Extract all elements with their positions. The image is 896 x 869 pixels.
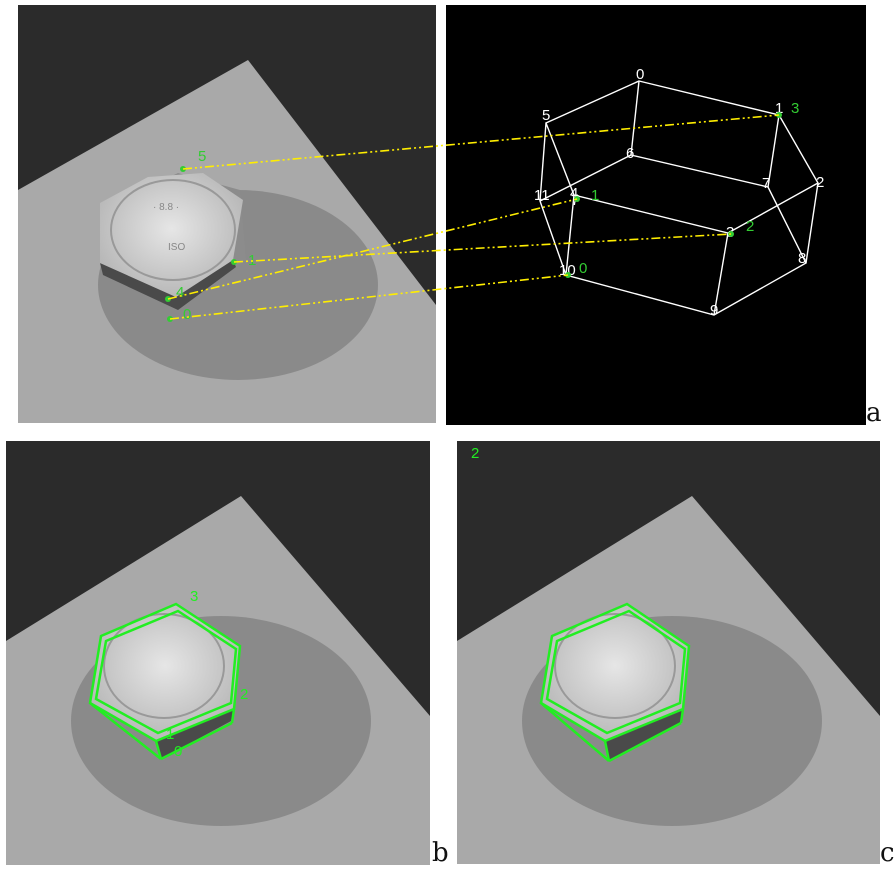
match-label: 0 xyxy=(579,260,587,277)
panel-a-model: 0 1 2 3 4 5 6 7 8 9 10 11 7 3 1 2 0 xyxy=(446,5,866,425)
vertex-label: 11 xyxy=(534,187,550,204)
match-label: 2 xyxy=(746,218,754,235)
bolt-engraving-2: ISO xyxy=(168,242,185,253)
match-point xyxy=(165,296,171,302)
match-label: 3 xyxy=(791,100,799,117)
photo-point-label: 0 xyxy=(183,306,191,323)
bolt-engraving: · 8.8 · xyxy=(153,202,179,213)
photo-point-label: 1 xyxy=(248,252,256,269)
panel-letter-b: b xyxy=(432,838,449,868)
panel-letter-a: a xyxy=(866,398,882,428)
overlay-labels: 3 2 1 0 xyxy=(166,588,248,760)
vertex-label: 8 xyxy=(798,250,806,267)
photo-point-label: 4 xyxy=(176,284,184,301)
vertex-label: 6 xyxy=(626,145,634,162)
bolt-head-rim xyxy=(103,613,225,719)
panel-b-overlay: 3 2 1 0 xyxy=(6,441,430,865)
match-point xyxy=(180,166,186,172)
panel-letter-c: c xyxy=(880,838,895,868)
vertex-label: 1 xyxy=(775,100,783,117)
vertex-label: 4 xyxy=(570,185,578,202)
panel-c-overlay: 2 xyxy=(457,441,880,864)
vertex-label: 7 xyxy=(762,175,770,192)
pose-overlay xyxy=(539,602,691,763)
vertex-label: 5 xyxy=(542,107,550,124)
bolt-head-rim xyxy=(554,613,676,719)
vertex-label: 0 xyxy=(636,66,644,83)
match-label: 1 xyxy=(591,187,599,204)
vertex-labels: 0 1 2 3 4 5 6 7 8 9 10 11 7 xyxy=(534,66,824,319)
overlay-label: 1 xyxy=(166,726,174,743)
panel-a-photo: · 8.8 · ISO 5 1 0 4 xyxy=(18,5,436,423)
photo-c-svg: 2 xyxy=(457,441,880,864)
bolt-lower-face xyxy=(605,709,683,761)
pose-overlay xyxy=(88,602,242,761)
vertex-label: 9 xyxy=(710,302,718,319)
vertex-label: 2 xyxy=(816,174,824,191)
overlay-label: 3 xyxy=(190,588,198,605)
photo-a-svg: · 8.8 · ISO 5 1 0 4 xyxy=(18,5,436,423)
photo-b-svg: 3 2 1 0 xyxy=(6,441,430,865)
overlay-label: 2 xyxy=(471,445,479,462)
model-match-labels: 3 1 2 0 xyxy=(579,100,799,277)
bolt-lower-face xyxy=(156,709,234,759)
match-point xyxy=(231,259,237,265)
overlay-label: 2 xyxy=(240,686,248,703)
model-wireframe-svg: 0 1 2 3 4 5 6 7 8 9 10 11 7 3 1 2 0 xyxy=(534,66,824,319)
overlay-label: 0 xyxy=(174,743,182,760)
match-point xyxy=(167,316,173,322)
photo-point-label: 5 xyxy=(198,148,206,165)
